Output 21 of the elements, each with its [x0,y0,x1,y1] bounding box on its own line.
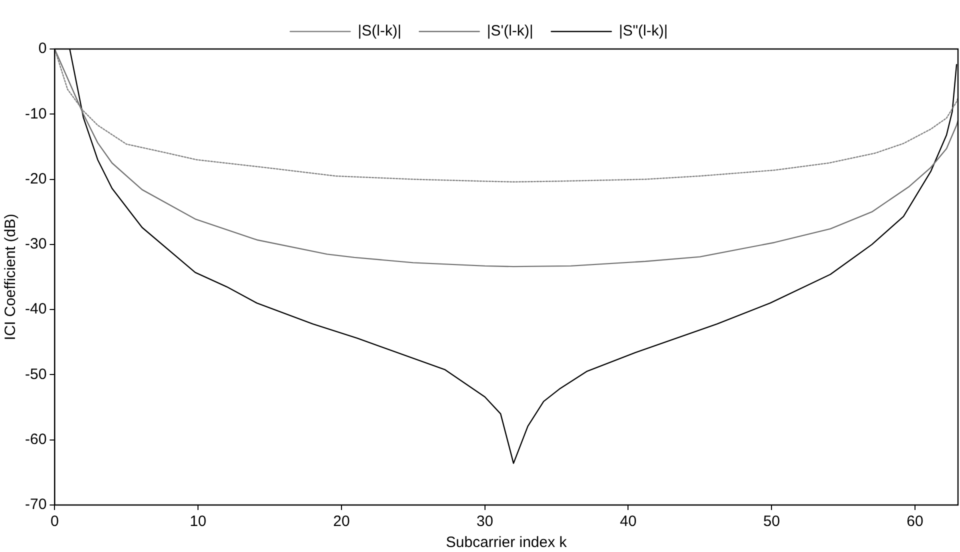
x-tick-label: 50 [763,513,780,530]
x-axis-title: Subcarrier index k [446,534,568,552]
y-tick-label: -10 [24,105,47,122]
x-tick-label: 40 [620,513,637,530]
x-tick-label: 20 [333,513,350,530]
legend-label: |S(l-k)| [358,22,402,40]
legend-label: |S"(l-k)| [618,22,668,40]
y-tick-label: -20 [24,170,47,188]
y-tick-label: -60 [24,431,47,448]
x-tick-label: 60 [906,513,924,530]
y-tick-label: -50 [24,366,47,383]
y-axis-title: ICI Coefficient (dB) [2,214,20,340]
y-tick-label: -70 [24,496,47,514]
y-tick-label: -40 [24,300,47,318]
y-tick-label: 0 [38,40,47,58]
y-tick-label: -30 [24,236,47,253]
legend-label: |S'(l-k)| [486,22,534,40]
x-tick-label: 30 [476,513,494,530]
x-tick-label: 0 [50,513,59,530]
x-tick-label: 10 [190,513,206,530]
line-series [54,49,958,182]
